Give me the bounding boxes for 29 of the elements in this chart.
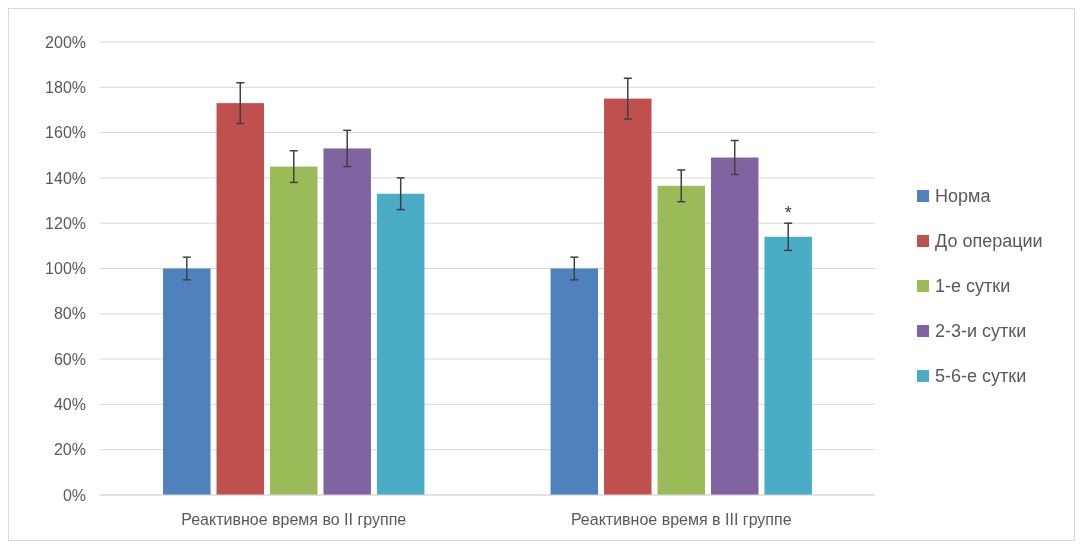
legend-label: Норма bbox=[935, 186, 992, 207]
y-tick-label: 200% bbox=[45, 33, 86, 51]
bar bbox=[764, 236, 812, 495]
x-tick-label: Реактивное время в III группе bbox=[570, 511, 792, 528]
bar bbox=[550, 268, 599, 495]
y-tick-label: 140% bbox=[45, 169, 86, 187]
y-tick-label: 40% bbox=[53, 396, 86, 413]
x-tick-label: Реактивное время во II группе bbox=[181, 511, 407, 528]
bar bbox=[216, 103, 265, 495]
legend-label: 1-е сутки bbox=[935, 276, 1011, 297]
bar bbox=[604, 98, 652, 495]
bar bbox=[710, 157, 759, 495]
bar bbox=[270, 166, 318, 495]
y-tick-label: 160% bbox=[45, 124, 86, 142]
legend-label: 2-3-и сутки bbox=[935, 321, 1027, 342]
y-tick-label: 20% bbox=[53, 441, 86, 459]
y-tick-label: 100% bbox=[45, 260, 86, 278]
y-tick-label: 0% bbox=[62, 486, 86, 504]
bar bbox=[657, 185, 705, 495]
y-tick-label: 120% bbox=[45, 214, 86, 232]
y-tick-label: 60% bbox=[53, 350, 86, 368]
bar bbox=[323, 148, 371, 495]
legend-label: 5-6-е сутки bbox=[935, 366, 1027, 387]
y-tick-label: 180% bbox=[45, 78, 86, 96]
annotation: * bbox=[784, 203, 792, 224]
bar bbox=[376, 193, 425, 495]
legend-label: До операции bbox=[935, 231, 1043, 252]
bar bbox=[163, 268, 211, 495]
y-tick-label: 80% bbox=[53, 305, 86, 323]
